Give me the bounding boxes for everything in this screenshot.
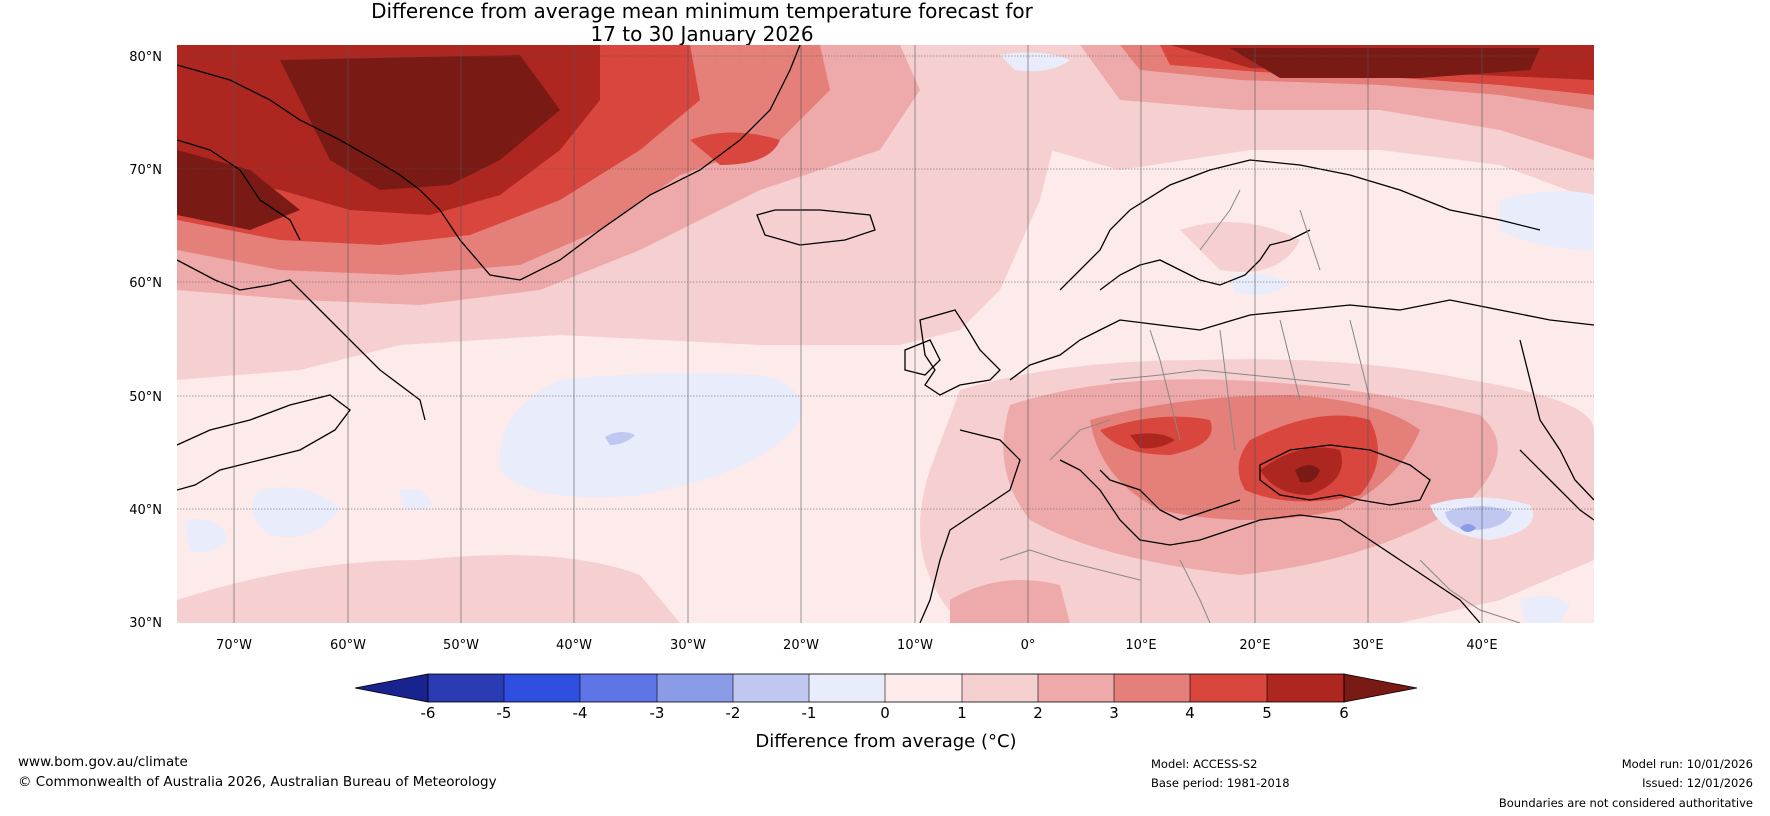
colorbar-swatch	[580, 674, 657, 702]
colorbar-swatch	[657, 674, 733, 702]
lat-label: 60°N	[129, 276, 162, 291]
colorbar-tick: 1	[957, 704, 967, 722]
colorbar-swatch	[1190, 674, 1267, 702]
colorbar-tick: 5	[1262, 704, 1272, 722]
lat-label: 80°N	[129, 50, 162, 65]
country-borders	[999, 189, 1521, 623]
colorbar-tick: -1	[802, 704, 817, 722]
longitude-labels: 70°W 60°W 50°W 40°W 30°W 20°W 10°W 0° 10…	[216, 638, 1498, 653]
lat-label: 50°N	[129, 390, 162, 405]
lon-label: 60°W	[330, 638, 366, 653]
lat-label: 40°N	[129, 503, 162, 518]
lon-label: 40°W	[556, 638, 592, 653]
lon-label: 10°E	[1125, 638, 1156, 653]
colorbar-swatch	[809, 674, 885, 702]
colorbar-extend-low	[354, 673, 429, 703]
colorbar-ticks: -6 -5 -4 -3 -2 -1 0 1 2 3 4 5 6	[421, 704, 1349, 722]
colorbar-swatch	[1114, 674, 1190, 702]
anomaly-band-above-6	[177, 48, 1540, 483]
anomaly-field	[177, 45, 1594, 623]
lat-label: 70°N	[129, 163, 162, 178]
longitude-gridlines	[233, 45, 1483, 623]
lon-label: 0°	[1021, 638, 1036, 653]
copyright-text: © Commonwealth of Australia 2026, Austra…	[18, 774, 497, 790]
lon-label: 40°E	[1466, 638, 1497, 653]
colorbar-swatch	[885, 674, 962, 702]
colorbar-tick: 4	[1185, 704, 1195, 722]
colorbar-tick: -3	[650, 704, 665, 722]
lon-label: 20°W	[783, 638, 819, 653]
issued-text: Issued: 12/01/2026	[1642, 776, 1753, 790]
lon-label: 30°W	[670, 638, 706, 653]
colorbar-tick: -4	[573, 704, 588, 722]
coastlines	[177, 45, 1594, 623]
colorbar-tick: -2	[726, 704, 741, 722]
colorbar-tick: -5	[497, 704, 512, 722]
colorbar-tick: -6	[421, 704, 436, 722]
colorbar-tick: 3	[1109, 704, 1119, 722]
anomaly-band-minus-2-1	[605, 431, 1512, 530]
lon-label: 70°W	[216, 638, 252, 653]
map-title: Difference from average mean minimum tem…	[0, 0, 1404, 46]
colorbar-tick: 0	[880, 704, 890, 722]
lon-label: 30°E	[1352, 638, 1383, 653]
colorbar: -6 -5 -4 -3 -2 -1 0 1 2 3 4 5 6 Differen…	[354, 673, 1418, 752]
title-line-1: Difference from average mean minimum tem…	[371, 0, 1033, 23]
model-text: Model: ACCESS-S2	[1151, 757, 1258, 771]
disclaimer-text: Boundaries are not considered authoritat…	[1498, 796, 1753, 810]
anomaly-band-minus-1-0	[185, 52, 1594, 623]
model-run-text: Model run: 10/01/2026	[1621, 757, 1753, 771]
colorbar-swatch	[504, 674, 580, 702]
lon-label: 20°E	[1239, 638, 1270, 653]
colorbar-tick: 6	[1339, 704, 1349, 722]
colorbar-label: Difference from average (°C)	[755, 731, 1016, 752]
lon-label: 50°W	[443, 638, 479, 653]
colorbar-tick: 2	[1033, 704, 1043, 722]
lat-label: 30°N	[129, 616, 162, 631]
website-link[interactable]: www.bom.gov.au/climate	[18, 754, 188, 770]
colorbar-swatch	[428, 674, 504, 702]
colorbar-swatch	[1038, 674, 1114, 702]
lon-label: 10°W	[897, 638, 933, 653]
title-line-2: 17 to 30 January 2026	[590, 22, 814, 46]
anomaly-band-minus-3-2	[1460, 524, 1476, 532]
colorbar-extend-high	[1343, 673, 1418, 703]
colorbar-swatch	[962, 674, 1038, 702]
base-period-text: Base period: 1981-2018	[1151, 776, 1290, 790]
colorbar-swatch	[733, 674, 809, 702]
latitude-gridlines	[177, 55, 1594, 510]
latitude-labels: 80°N 70°N 60°N 50°N 40°N 30°N	[129, 50, 162, 631]
colorbar-swatch	[1267, 674, 1344, 702]
